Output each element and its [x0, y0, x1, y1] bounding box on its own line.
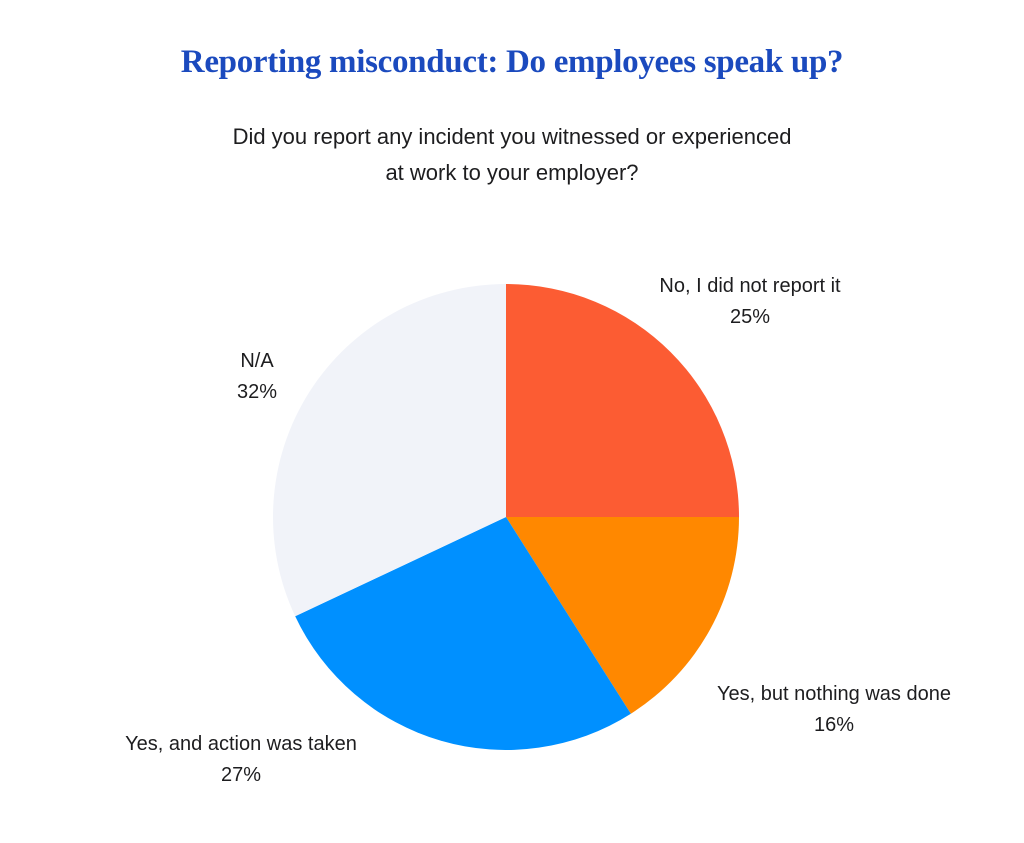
chart-subtitle-line2: at work to your employer?: [385, 160, 639, 185]
slice-label-value: 32%: [236, 381, 278, 403]
pie-chart-container: [273, 284, 739, 751]
slice-label-value: 16%: [813, 714, 855, 736]
pie-slice-0: [506, 284, 739, 517]
pie-slice-2: [295, 517, 631, 751]
pie-slice-1: [506, 517, 739, 714]
slice-label-action-taken: Yes, and action was taken 27%: [125, 729, 357, 791]
slice-label-nothing-done: Yes, but nothing was done 16%: [717, 679, 951, 741]
chart-title: Reporting misconduct: Do employees speak…: [180, 44, 844, 80]
pie-slice-3: [273, 284, 506, 617]
chart-subtitle: Did you report any incident you witnesse…: [0, 119, 1024, 191]
slice-label-value: 27%: [220, 764, 262, 786]
slice-label-text: No, I did not report it: [659, 275, 841, 297]
slice-label-text: N/A: [240, 350, 274, 372]
pie-chart: [273, 284, 739, 751]
slice-label-no-report: No, I did not report it 25%: [659, 271, 840, 333]
slice-label-text: Yes, and action was taken: [125, 733, 357, 755]
slice-label-na: N/A 32%: [237, 346, 277, 408]
slice-label-value: 25%: [729, 306, 771, 328]
slice-label-text: Yes, but nothing was done: [717, 683, 951, 705]
chart-subtitle-line1: Did you report any incident you witnesse…: [232, 124, 792, 149]
